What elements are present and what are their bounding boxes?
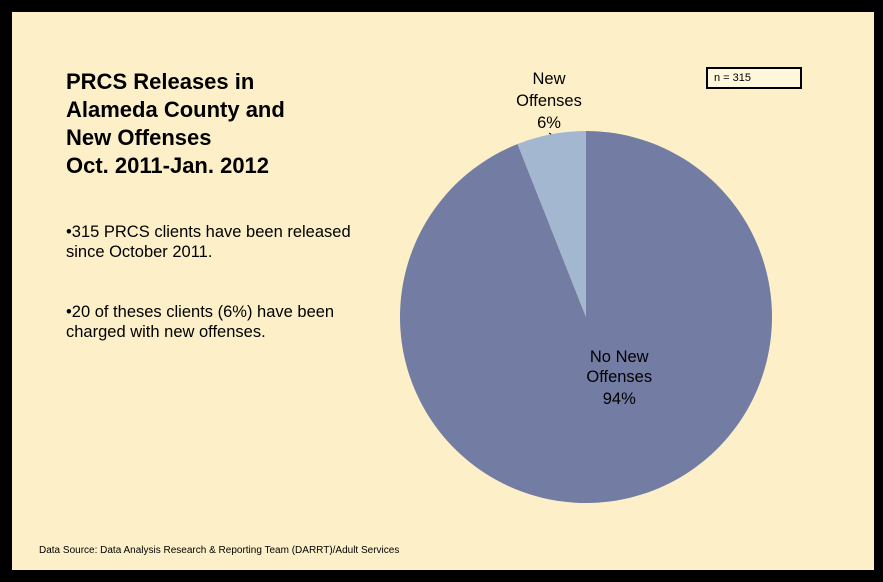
title-line: Oct. 2011-Jan. 2012	[66, 153, 270, 178]
slice-label: New	[532, 70, 565, 88]
slice-percent-label: 6%	[537, 114, 561, 132]
bullet-text: •315 PRCS clients have been released sin…	[66, 223, 351, 261]
slice-label: Offenses	[516, 92, 582, 110]
slice-percent-label: 94%	[603, 390, 636, 408]
slide: PRCS Releases in Alameda County and New …	[12, 12, 874, 570]
title-line: Alameda County and	[66, 97, 285, 122]
title-line: New Offenses	[66, 125, 212, 150]
slice-label: No New	[590, 348, 649, 366]
pie-slice	[517, 131, 586, 317]
slide-title: PRCS Releases in Alameda County and New …	[66, 68, 366, 180]
data-source-note: Data Source: Data Analysis Research & Re…	[39, 545, 400, 556]
leader-line	[548, 132, 552, 135]
pie-chart: No New Offenses 94% New Offenses 6%	[400, 70, 772, 503]
title-line: PRCS Releases in	[66, 69, 255, 94]
sample-size-box: n = 315	[706, 67, 802, 89]
slice-label: Offenses	[586, 368, 652, 386]
bullet-text: •20 of theses clients (6%) have been cha…	[66, 303, 335, 341]
